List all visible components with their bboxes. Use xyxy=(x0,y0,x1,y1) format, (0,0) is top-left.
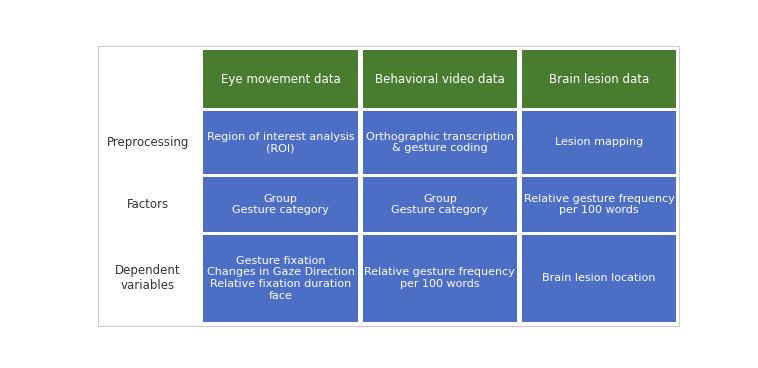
Text: Orthographic transcription
& gesture coding: Orthographic transcription & gesture cod… xyxy=(366,132,514,153)
Bar xyxy=(203,110,358,174)
Text: Factors: Factors xyxy=(127,198,169,211)
Text: Dependent
variables: Dependent variables xyxy=(114,264,180,292)
Bar xyxy=(362,177,517,233)
Text: Gesture fixation
Changes in Gaze Direction
Relative fixation duration
face: Gesture fixation Changes in Gaze Directi… xyxy=(207,256,355,301)
Text: Relative gesture frequency
per 100 words: Relative gesture frequency per 100 words xyxy=(365,268,515,289)
Bar xyxy=(522,235,676,322)
Text: Group
Gesture category: Group Gesture category xyxy=(232,194,329,215)
Bar xyxy=(362,110,517,174)
Text: Preprocessing: Preprocessing xyxy=(106,136,189,149)
Bar xyxy=(362,50,517,108)
Bar xyxy=(522,110,676,174)
Text: Brain lesion data: Brain lesion data xyxy=(549,72,649,86)
Bar xyxy=(203,177,358,233)
Text: Relative gesture frequency
per 100 words: Relative gesture frequency per 100 words xyxy=(524,194,675,215)
Text: Eye movement data: Eye movement data xyxy=(221,72,340,86)
Bar xyxy=(203,50,358,108)
Bar xyxy=(362,235,517,322)
Bar xyxy=(522,177,676,233)
Text: Region of interest analysis
(ROI): Region of interest analysis (ROI) xyxy=(207,132,355,153)
Text: Brain lesion location: Brain lesion location xyxy=(543,273,656,283)
Bar xyxy=(522,50,676,108)
Bar xyxy=(203,235,358,322)
Text: Behavioral video data: Behavioral video data xyxy=(375,72,505,86)
Text: Lesion mapping: Lesion mapping xyxy=(555,137,644,148)
Text: Group
Gesture category: Group Gesture category xyxy=(391,194,488,215)
